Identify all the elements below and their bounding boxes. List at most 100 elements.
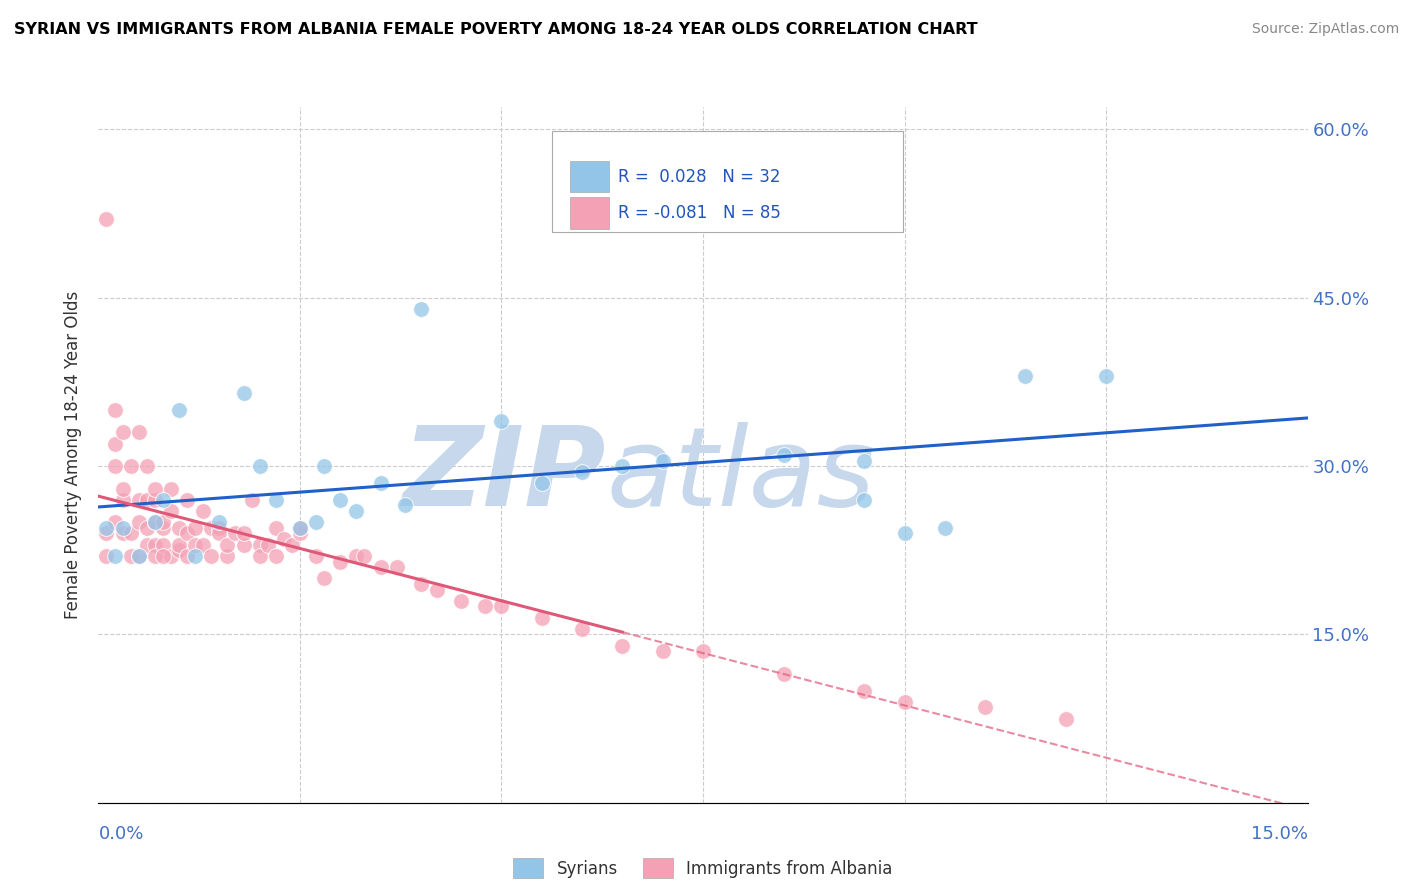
- Point: [692, 644, 714, 658]
- Point: [370, 560, 392, 574]
- Point: [176, 492, 198, 507]
- Point: [288, 526, 311, 541]
- Point: [103, 436, 125, 450]
- Legend: Syrians, Immigrants from Albania: Syrians, Immigrants from Albania: [506, 851, 900, 885]
- Point: [1054, 712, 1077, 726]
- Point: [103, 403, 125, 417]
- Text: 0.0%: 0.0%: [98, 825, 143, 843]
- Point: [224, 526, 246, 541]
- Point: [96, 526, 118, 541]
- Point: [314, 459, 336, 474]
- Point: [152, 515, 174, 529]
- Point: [160, 482, 183, 496]
- Point: [651, 644, 673, 658]
- Text: Source: ZipAtlas.com: Source: ZipAtlas.com: [1251, 22, 1399, 37]
- Point: [370, 475, 392, 490]
- Point: [264, 549, 287, 563]
- Point: [329, 555, 352, 569]
- Point: [200, 521, 222, 535]
- Point: [111, 425, 134, 440]
- Point: [176, 549, 198, 563]
- Point: [111, 492, 134, 507]
- Point: [184, 521, 207, 535]
- Point: [409, 577, 432, 591]
- Point: [240, 492, 263, 507]
- Point: [193, 504, 215, 518]
- Point: [152, 492, 174, 507]
- Point: [152, 538, 174, 552]
- Point: [167, 543, 190, 558]
- Point: [249, 459, 271, 474]
- Point: [176, 526, 198, 541]
- Point: [208, 521, 231, 535]
- Point: [249, 549, 271, 563]
- Point: [344, 549, 367, 563]
- Point: [893, 695, 915, 709]
- Point: [409, 301, 432, 316]
- Point: [353, 549, 375, 563]
- Point: [264, 492, 287, 507]
- Point: [329, 492, 352, 507]
- Point: [96, 212, 118, 227]
- Point: [288, 521, 311, 535]
- Point: [143, 538, 166, 552]
- Text: atlas: atlas: [606, 422, 875, 529]
- Point: [128, 425, 150, 440]
- Text: R = -0.081   N = 85: R = -0.081 N = 85: [619, 204, 782, 222]
- Point: [167, 538, 190, 552]
- Point: [571, 622, 593, 636]
- Point: [200, 549, 222, 563]
- Point: [103, 515, 125, 529]
- Point: [893, 526, 915, 541]
- Point: [120, 459, 142, 474]
- Point: [249, 538, 271, 552]
- Point: [772, 448, 794, 462]
- Point: [135, 492, 157, 507]
- FancyBboxPatch shape: [569, 161, 609, 192]
- Point: [344, 504, 367, 518]
- Point: [385, 560, 408, 574]
- Point: [135, 538, 157, 552]
- Point: [111, 482, 134, 496]
- Point: [474, 599, 496, 614]
- Point: [853, 492, 876, 507]
- Point: [135, 459, 157, 474]
- Point: [288, 521, 311, 535]
- Point: [120, 549, 142, 563]
- Point: [256, 538, 278, 552]
- Point: [103, 549, 125, 563]
- Point: [152, 521, 174, 535]
- Point: [160, 549, 183, 563]
- Point: [426, 582, 449, 597]
- Point: [853, 683, 876, 698]
- Point: [143, 549, 166, 563]
- Y-axis label: Female Poverty Among 18-24 Year Olds: Female Poverty Among 18-24 Year Olds: [65, 291, 83, 619]
- Point: [160, 504, 183, 518]
- Point: [450, 594, 472, 608]
- Point: [143, 515, 166, 529]
- Point: [143, 482, 166, 496]
- Point: [934, 521, 956, 535]
- Point: [612, 639, 634, 653]
- FancyBboxPatch shape: [553, 131, 903, 232]
- Point: [530, 475, 553, 490]
- Point: [264, 521, 287, 535]
- Point: [120, 526, 142, 541]
- Point: [143, 492, 166, 507]
- Point: [491, 599, 513, 614]
- Point: [232, 538, 254, 552]
- Point: [571, 465, 593, 479]
- Point: [232, 526, 254, 541]
- Text: R =  0.028   N = 32: R = 0.028 N = 32: [619, 168, 780, 186]
- Point: [135, 521, 157, 535]
- Point: [96, 549, 118, 563]
- Point: [193, 538, 215, 552]
- Point: [651, 453, 673, 467]
- Point: [314, 571, 336, 585]
- Point: [232, 386, 254, 401]
- Point: [152, 549, 174, 563]
- Point: [128, 492, 150, 507]
- Point: [1014, 369, 1036, 384]
- Point: [128, 549, 150, 563]
- Point: [305, 549, 328, 563]
